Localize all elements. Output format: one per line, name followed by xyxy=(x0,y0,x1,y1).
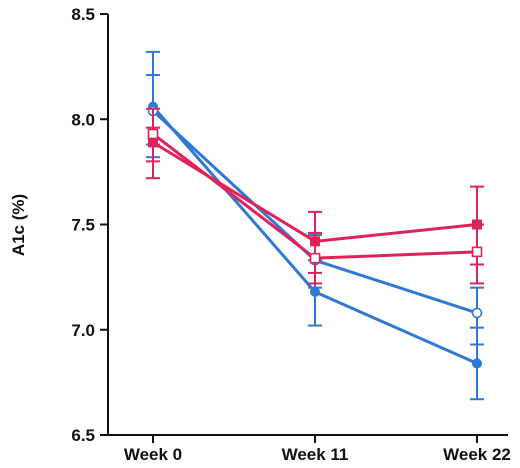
y-tick-label: 7.5 xyxy=(71,216,95,235)
data-point xyxy=(309,252,321,264)
y-tick-label: 7.0 xyxy=(71,321,95,340)
y-tick-label: 8.0 xyxy=(71,110,95,129)
x-tick-label: Week 0 xyxy=(124,445,182,464)
data-point xyxy=(472,358,482,369)
x-ticks: Week 0 Week 11 Week 22 xyxy=(124,435,511,464)
x-tick-label: Week 11 xyxy=(282,445,349,464)
y-tick-label: 8.5 xyxy=(71,5,95,24)
data-point xyxy=(147,128,159,140)
y-tick-label: 6.5 xyxy=(71,426,95,445)
data-point xyxy=(471,307,483,319)
x-tick-label: Week 22 xyxy=(443,445,511,464)
axes xyxy=(107,14,508,436)
data-point xyxy=(310,286,320,297)
plot-area xyxy=(146,50,484,401)
y-ticks: 6.5 7.0 7.5 8.0 8.5 xyxy=(71,5,108,445)
data-point xyxy=(471,246,483,258)
y-axis-title: A1c (%) xyxy=(9,194,28,256)
series-4 xyxy=(146,107,484,285)
